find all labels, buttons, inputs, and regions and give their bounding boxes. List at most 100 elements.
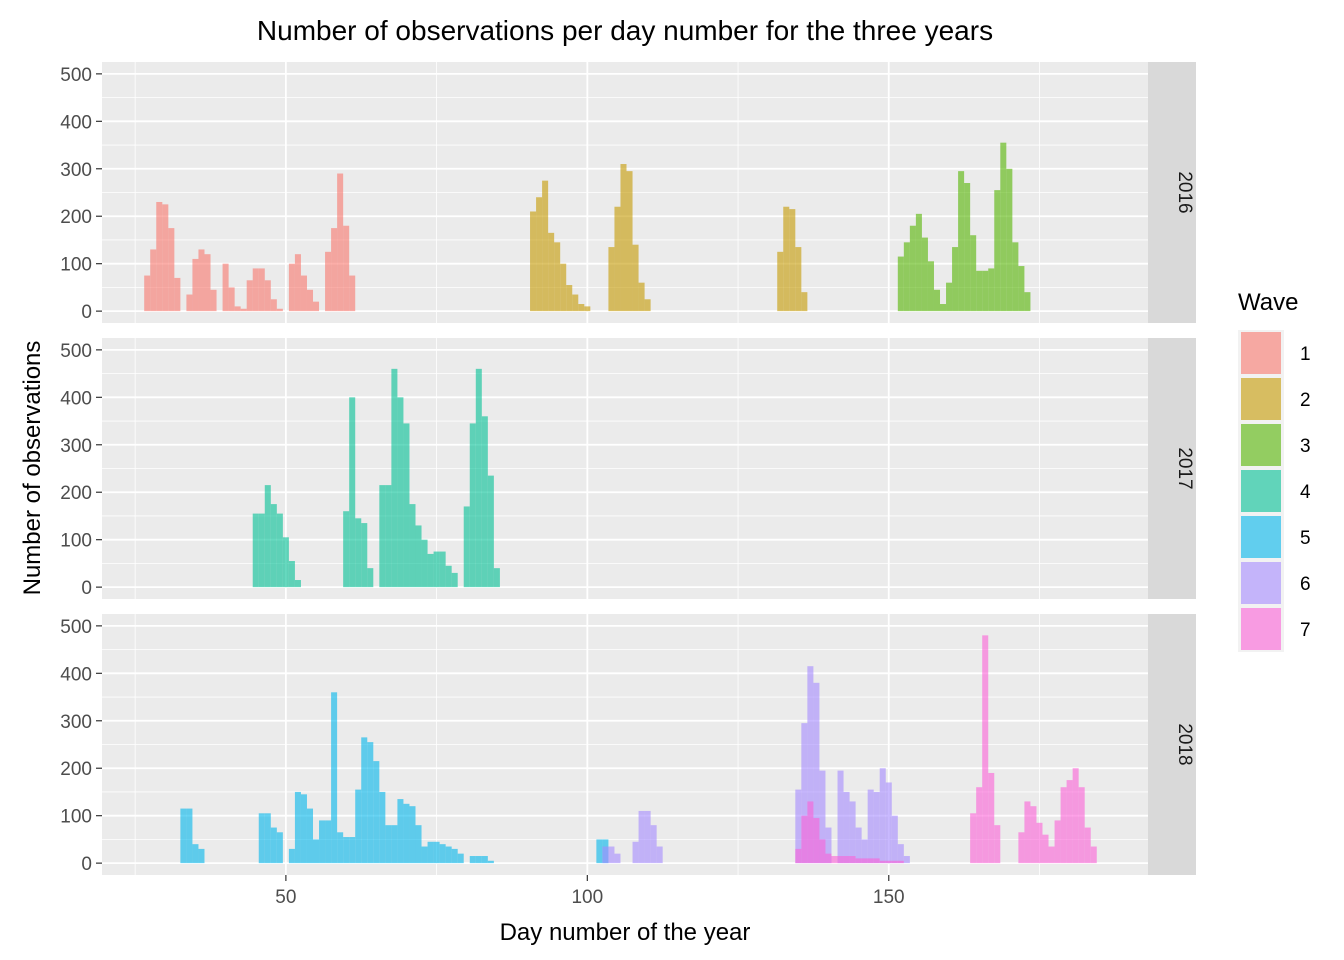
histogram-bar: [970, 235, 977, 312]
histogram-bar: [343, 225, 350, 312]
histogram-bar: [855, 827, 862, 864]
histogram-bar: [807, 801, 814, 864]
histogram-bar: [909, 225, 916, 312]
y-tick-label: 200: [60, 207, 92, 228]
facet-strip: [1148, 62, 1196, 323]
histogram-bar: [813, 818, 820, 864]
histogram-bar: [1048, 846, 1055, 864]
histogram-bar: [343, 511, 350, 588]
histogram-bar: [572, 294, 579, 312]
histogram-bar: [192, 844, 199, 864]
histogram-bar: [331, 692, 338, 864]
legend-swatch: [1241, 562, 1281, 604]
histogram-bar: [964, 183, 971, 312]
histogram-bar: [897, 860, 904, 864]
histogram-bar: [879, 768, 886, 864]
histogram-bar: [300, 275, 307, 312]
y-tick-label: 200: [60, 483, 92, 504]
histogram-bar: [632, 244, 639, 312]
histogram-bar: [988, 268, 995, 312]
histogram-bar: [602, 846, 609, 864]
histogram-bar: [156, 201, 163, 312]
histogram-bar: [451, 572, 458, 588]
histogram-bar: [186, 294, 193, 312]
histogram-bar: [608, 846, 615, 864]
histogram-bar: [536, 197, 543, 312]
legend-label: 7: [1300, 620, 1311, 641]
histogram-bar: [933, 289, 941, 312]
x-tick-label: 100: [571, 887, 603, 908]
histogram-bar: [379, 791, 386, 864]
histogram-bar: [801, 815, 808, 864]
histogram-bar: [783, 206, 790, 312]
histogram-bar: [982, 635, 989, 864]
histogram-bar: [1012, 242, 1019, 312]
histogram-bar: [988, 772, 995, 864]
histogram-bar: [837, 770, 844, 864]
histogram-bar: [439, 551, 446, 588]
legend-item-6: 6: [1238, 560, 1311, 606]
histogram-bar: [994, 190, 1001, 312]
histogram-bar: [397, 397, 404, 588]
facet-strip-label: 2017: [1174, 447, 1195, 489]
histogram-bar: [294, 580, 301, 588]
panel-2018: 0 100 200 300 400 500 2018: [60, 614, 1196, 875]
histogram-bar: [976, 270, 983, 312]
histogram-bar: [294, 254, 301, 312]
histogram-bar: [493, 568, 500, 588]
histogram-bar: [867, 789, 874, 864]
histogram-bar: [976, 787, 983, 864]
histogram-bar: [319, 820, 326, 864]
histogram-bar: [270, 827, 277, 864]
histogram-bar: [228, 287, 235, 312]
histogram-bar: [409, 504, 416, 588]
histogram-bar: [952, 247, 959, 312]
histogram-bar: [801, 292, 808, 312]
histogram-bar: [337, 173, 344, 312]
histogram-bar: [530, 211, 537, 312]
y-tick-label: 200: [60, 759, 92, 780]
histogram-bar: [921, 237, 928, 312]
histogram-bar: [325, 251, 332, 312]
histogram-bar: [445, 565, 452, 588]
legend-swatch: [1241, 608, 1281, 650]
x-axis: 50 100 150: [275, 875, 905, 908]
histogram-bar: [204, 254, 211, 312]
histogram-bar: [210, 289, 217, 312]
histogram-bar: [427, 841, 434, 864]
histogram-bar: [162, 204, 169, 312]
legend-item-7: 7: [1238, 606, 1311, 652]
y-tick-label: 100: [60, 255, 92, 276]
y-tick-label: 500: [60, 65, 92, 86]
histogram-bar: [777, 251, 784, 312]
histogram-bar: [873, 858, 880, 864]
histogram-bar: [288, 263, 295, 312]
histogram-bar: [150, 249, 157, 312]
legend-swatch: [1241, 332, 1281, 374]
y-tick-label: 300: [60, 712, 92, 733]
histogram-bar: [475, 856, 482, 864]
histogram-bar: [849, 856, 856, 864]
histogram-bar: [903, 856, 910, 864]
histogram-bar: [258, 268, 265, 312]
histogram-bar: [288, 561, 295, 588]
histogram-bar: [548, 232, 555, 312]
histogram-bar: [620, 164, 627, 312]
histogram-bar: [325, 820, 332, 864]
histogram-bar: [385, 485, 392, 588]
histogram-bar: [795, 789, 802, 864]
histogram-bar: [1078, 787, 1085, 864]
histogram-bar: [578, 304, 585, 312]
histogram-bar: [367, 742, 374, 864]
legend: Wave 1 2 3 4 5 6 7: [1238, 289, 1311, 652]
histogram-bar: [391, 368, 398, 588]
histogram-bar: [246, 280, 253, 312]
histogram-bar: [970, 813, 977, 864]
histogram-bar: [198, 249, 205, 312]
histogram-bar: [825, 827, 832, 864]
histogram-bar: [994, 825, 1001, 864]
histogram-bar: [897, 844, 904, 864]
histogram-bar: [403, 423, 410, 588]
legend-label: 1: [1300, 344, 1311, 365]
